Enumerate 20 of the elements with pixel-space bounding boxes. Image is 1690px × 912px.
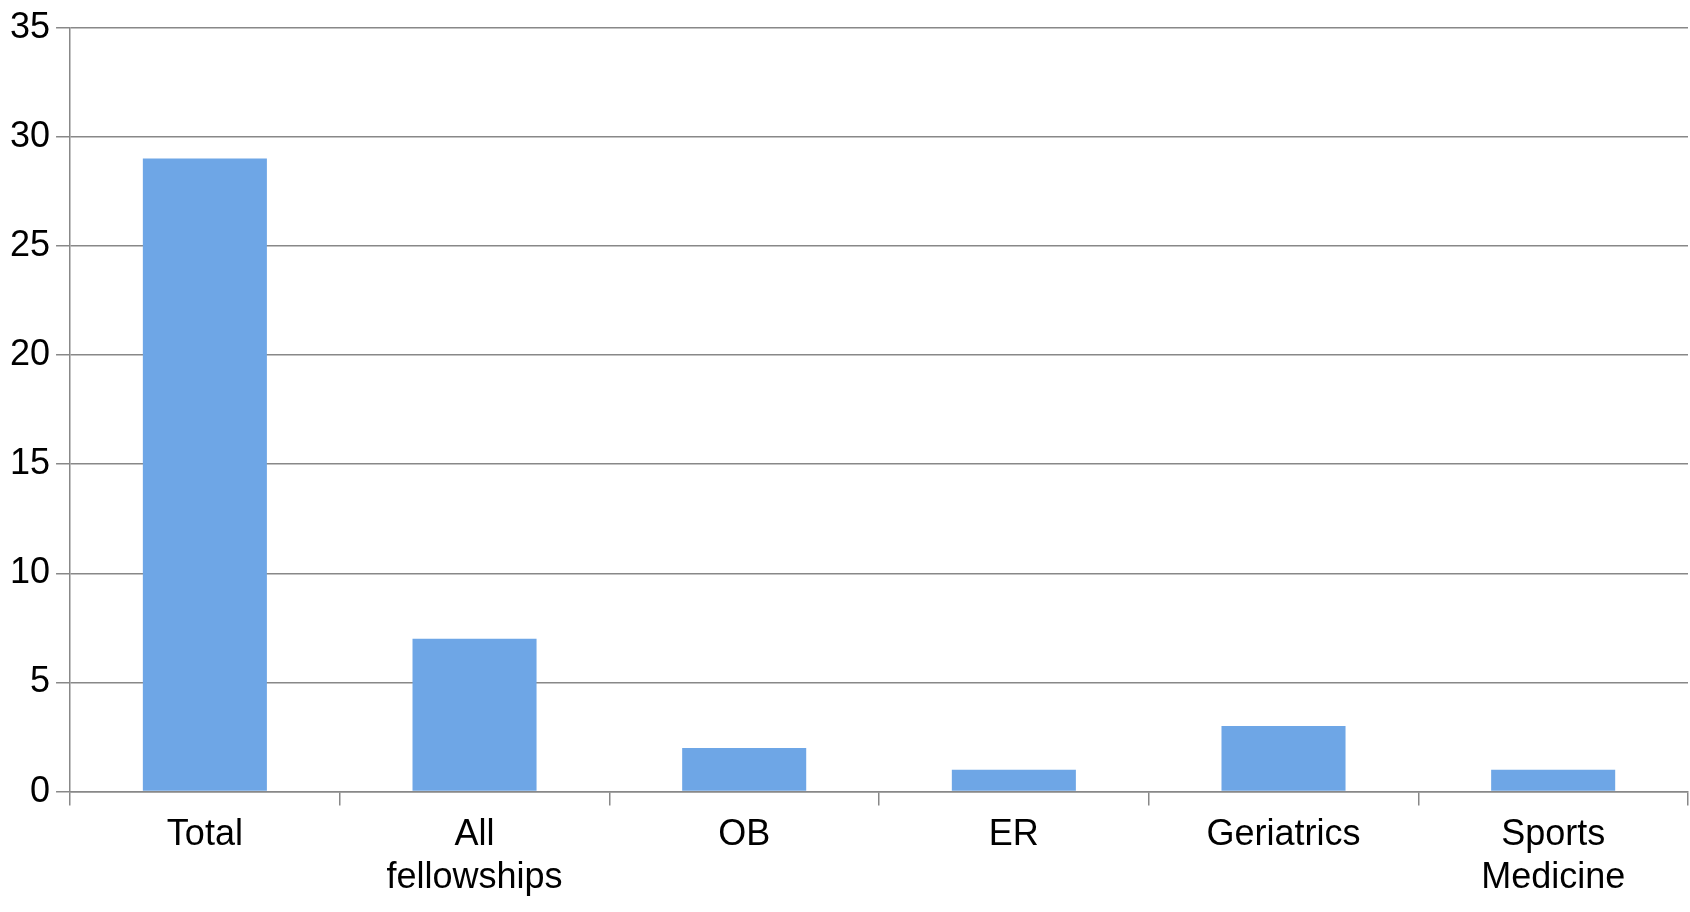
y-tick-label: 30 [10, 113, 51, 155]
bar [682, 747, 807, 791]
y-tick-label: 20 [10, 331, 51, 373]
x-tick-label: OB [718, 812, 771, 854]
y-tick-label: 35 [10, 4, 51, 46]
y-tick-label: 10 [10, 550, 51, 592]
x-tick-label: Total [166, 812, 243, 854]
y-tick-label: 25 [10, 222, 51, 264]
bar [142, 158, 267, 791]
bar [412, 638, 537, 791]
bar [1221, 726, 1346, 791]
y-tick-label: 15 [10, 441, 51, 483]
bar [1491, 769, 1616, 791]
x-tick-label: ER [988, 812, 1039, 854]
y-tick-label: 0 [30, 768, 51, 810]
x-tick-label: All fellowships [386, 812, 563, 897]
bar [951, 769, 1076, 791]
x-tick-label: Sports Medicine [1481, 812, 1626, 897]
y-tick-label: 5 [30, 659, 51, 701]
x-tick-label: Geriatrics [1206, 812, 1361, 854]
